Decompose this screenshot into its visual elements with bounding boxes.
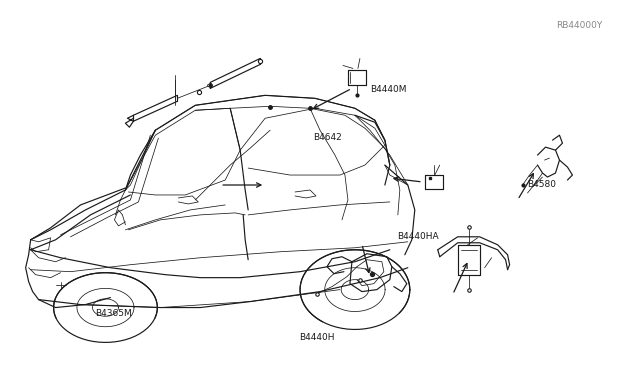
Text: B4440M: B4440M bbox=[370, 85, 406, 94]
Text: B4440HA: B4440HA bbox=[397, 231, 438, 241]
Text: RB44000Y: RB44000Y bbox=[556, 22, 602, 31]
Text: B4365M: B4365M bbox=[95, 310, 132, 318]
Text: B4580: B4580 bbox=[527, 180, 557, 189]
Text: B4440H: B4440H bbox=[300, 333, 335, 343]
Text: B4642: B4642 bbox=[314, 133, 342, 142]
